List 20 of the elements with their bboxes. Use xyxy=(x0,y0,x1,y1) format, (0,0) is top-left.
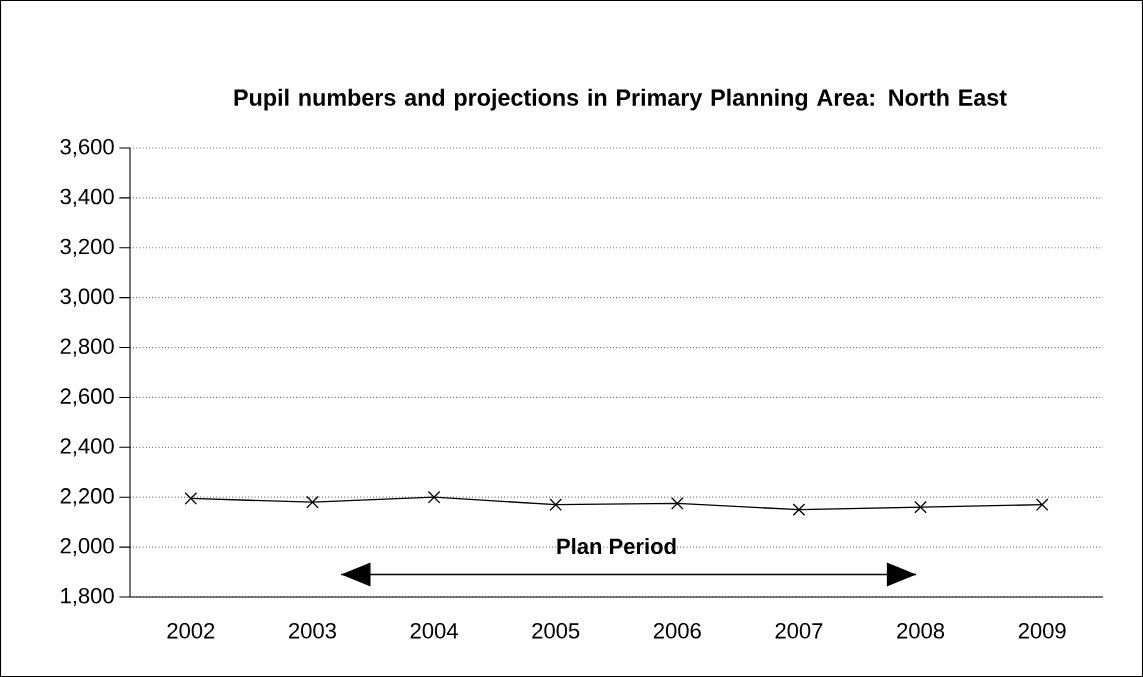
x-tick-label: 2007 xyxy=(775,623,823,639)
x-tick-label: 2002 xyxy=(167,623,215,639)
x-tick-label: 2004 xyxy=(410,623,458,639)
y-tick-label: 2,000 xyxy=(60,538,114,557)
x-tick-label: 2009 xyxy=(1018,623,1066,639)
y-tick-label: 2,200 xyxy=(60,488,114,507)
x-tick-label: 2003 xyxy=(289,623,336,639)
annotation: Plan Period xyxy=(557,537,676,555)
y-tick-label: 3,600 xyxy=(60,138,114,158)
x-tick-label: 2005 xyxy=(532,623,580,639)
x-tick-label: 2008 xyxy=(897,623,945,639)
y-tick-label: 1,800 xyxy=(61,587,114,607)
y-tick-label: 3,400 xyxy=(60,188,114,207)
y-tick-label: 2,800 xyxy=(60,338,114,357)
y-tick-label: 2,600 xyxy=(60,388,114,407)
y-tick-label: 3,000 xyxy=(60,288,114,307)
y-tick-label: 2,400 xyxy=(60,438,114,457)
x-tick-label: 2006 xyxy=(653,623,701,639)
y-tick-label: 3,200 xyxy=(60,238,114,257)
chart-title: Pupil numbers and projections in Primary Planning Area: North East xyxy=(234,88,1007,111)
